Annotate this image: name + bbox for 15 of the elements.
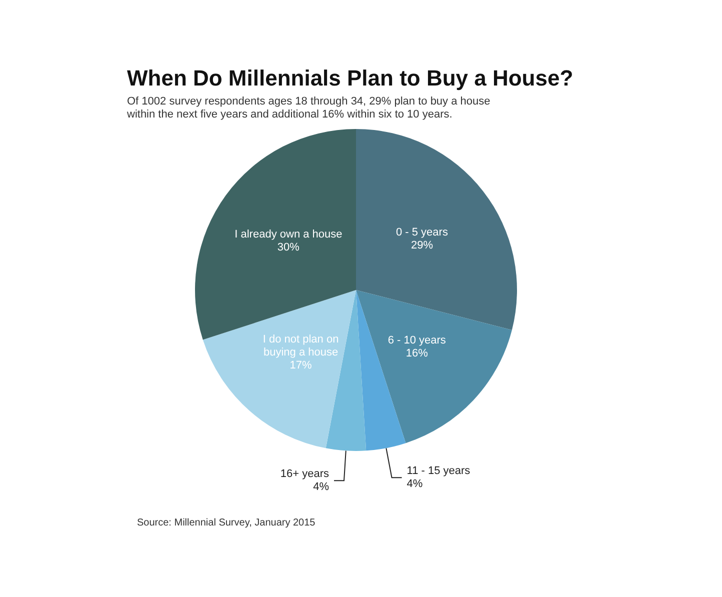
data-label: 4% bbox=[313, 481, 330, 494]
data-label: 16% bbox=[406, 348, 428, 360]
slice-label: 0 - 5 years bbox=[396, 226, 448, 238]
slice-label: I do not plan on buying a house bbox=[262, 334, 339, 359]
data-label: 17% bbox=[290, 360, 312, 372]
chart-subtitle: Of 1002 survey respondents ages 18 through 34, 29% plan to buy a house within the next five years and additional 16% within six to 10 years. bbox=[126, 96, 490, 120]
slice-label: 6 - 10 years bbox=[388, 334, 446, 347]
data-label: 29% bbox=[410, 239, 434, 252]
chart-title: When Do Millennials Plan to Buy a House? bbox=[127, 66, 574, 90]
data-label: 30% bbox=[277, 241, 300, 254]
slice-label: I already own a house bbox=[234, 228, 342, 240]
slice-label: 11 - 15 years bbox=[406, 465, 471, 478]
source-note: Source: Millennial Survey, January 2015 bbox=[137, 518, 316, 528]
slice-label: 16+ years bbox=[280, 468, 330, 480]
data-label: 4% bbox=[406, 478, 423, 490]
